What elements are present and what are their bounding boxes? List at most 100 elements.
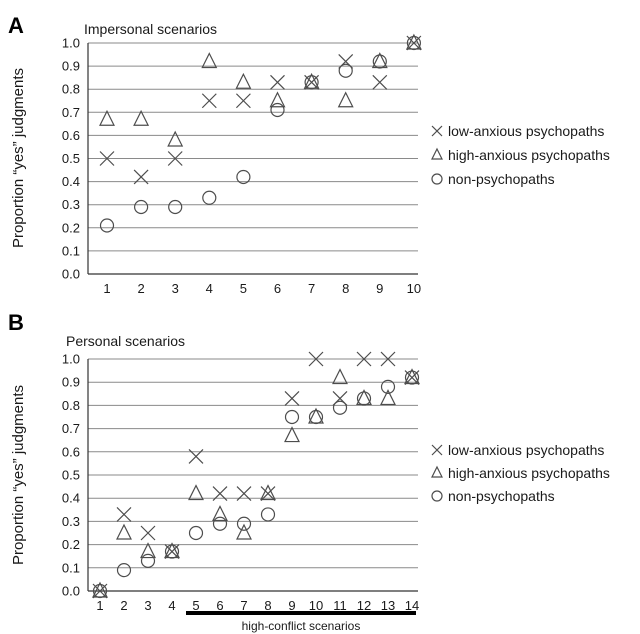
y-tick-label: 0.2: [62, 537, 80, 552]
x-tick-label: 10: [309, 598, 323, 613]
point-circle: [212, 516, 228, 531]
y-tick-label: 0.3: [62, 514, 80, 529]
x-tick-label: 6: [216, 598, 223, 613]
gridlines-b: [87, 358, 418, 592]
x-tick-label: 13: [381, 598, 395, 613]
point-circle: [236, 516, 252, 531]
y-tick-label: 0.8: [62, 82, 80, 97]
point-circle: [372, 54, 387, 69]
legend-label: low-anxious psychopaths: [448, 123, 604, 139]
y-tick-label: 0.8: [62, 398, 80, 413]
x-tick-label: 6: [274, 281, 281, 296]
point-circle: [404, 370, 420, 385]
y-axis-label-a: Proportion “yes” judgments: [10, 68, 27, 248]
x-tick-label: 5: [240, 281, 247, 296]
y-tick-label: 1.0: [62, 36, 80, 51]
data-points-a: [99, 33, 422, 233]
point-circle: [168, 199, 183, 215]
data-points-b: [92, 351, 420, 599]
y-tick-label: 0.6: [62, 444, 80, 459]
point-triangle: [380, 389, 396, 406]
legend-x-icon: [431, 444, 443, 456]
point-circle: [202, 190, 217, 205]
panel-b: B Personal scenarios Proportion “yes” ju…: [8, 310, 610, 633]
x-tick-label: 4: [206, 281, 213, 296]
legend-circle-icon: [431, 173, 443, 185]
point-circle: [140, 553, 156, 568]
x-tick-label: 1: [103, 281, 110, 296]
y-tick-label: 0.2: [62, 220, 80, 235]
x-tick-label: 12: [357, 598, 371, 613]
y-tick-label: 0.0: [62, 584, 80, 599]
legend-label: non-psychopaths: [448, 488, 555, 504]
legend-label: high-anxious psychopaths: [448, 465, 610, 481]
point-triangle: [284, 426, 300, 443]
point-x: [140, 525, 156, 541]
high-conflict-label: high-conflict scenarios: [242, 619, 361, 633]
point-triangle: [269, 91, 286, 108]
y-axis-label-b: Proportion “yes” judgments: [10, 385, 27, 565]
panel-title-a: Impersonal scenarios: [84, 21, 217, 37]
x-tick-label: 11: [333, 598, 347, 613]
point-triangle: [140, 542, 156, 559]
x-tick-label: 7: [308, 281, 315, 296]
point-x: [260, 486, 276, 501]
y-tick-label: 0.9: [62, 59, 80, 74]
legend-entry: low-anxious psychopaths: [431, 123, 604, 139]
point-triangle: [332, 368, 348, 385]
point-x: [236, 486, 252, 501]
point-circle: [356, 391, 372, 406]
point-circle: [284, 409, 300, 425]
point-circle: [188, 525, 204, 541]
point-x: [356, 351, 372, 367]
y-tick-label: 1.0: [62, 352, 80, 367]
y-tick-label: 0.4: [62, 174, 80, 189]
y-tick-label: 0.1: [62, 243, 80, 258]
y-tick-label: 0.7: [62, 421, 80, 436]
y-ticks-a: 0.0 0.1 0.2 0.3 0.4 0.5 0.6 0.7 0.8 0.9 1.0: [62, 36, 80, 282]
point-x: [235, 93, 251, 109]
x-ticks-a: 1 2 3 4 5 6 7 8 9 10: [103, 281, 421, 296]
point-triangle: [133, 109, 150, 126]
legend-a: low-anxious psychopaths high-anxious psyc…: [431, 123, 610, 187]
legend-x-icon: [431, 125, 443, 137]
point-circle: [338, 63, 353, 78]
x-tick-label: 1: [96, 598, 103, 613]
point-triangle: [116, 523, 132, 540]
legend-label: low-anxious psychopaths: [448, 442, 604, 458]
point-circle: [134, 199, 149, 215]
y-ticks-b: 0.0 0.1 0.2 0.3 0.4 0.5 0.6 0.7 0.8 0.9 1.0: [62, 352, 80, 599]
legend-entry: non-psychopaths: [431, 171, 555, 187]
point-triangle: [235, 72, 252, 89]
point-circle: [92, 583, 108, 599]
legend-entry: high-anxious psychopaths: [431, 465, 610, 481]
point-x: [201, 93, 217, 109]
panel-label-a: A: [8, 13, 24, 38]
point-x: [188, 449, 204, 464]
point-x: [372, 74, 388, 90]
point-x: [133, 169, 149, 185]
legend-label: high-anxious psychopaths: [448, 147, 610, 163]
legend-circle-icon: [431, 490, 443, 502]
point-circle: [332, 400, 348, 415]
point-triangle: [337, 91, 354, 108]
point-circle: [308, 409, 324, 425]
x-tick-label: 10: [407, 281, 421, 296]
x-tick-label: 3: [172, 281, 179, 296]
point-x: [167, 151, 183, 166]
point-circle: [164, 544, 180, 559]
legend-triangle-icon: [431, 465, 443, 478]
x-tick-label: 8: [342, 281, 349, 296]
gridlines-a: [87, 42, 418, 275]
point-x: [308, 351, 324, 367]
point-circle: [304, 75, 319, 90]
point-triangle: [188, 484, 204, 501]
legend-entry: high-anxious psychopaths: [431, 147, 610, 163]
legend-label: non-psychopaths: [448, 171, 555, 187]
y-tick-label: 0.7: [62, 105, 80, 120]
y-tick-label: 0.4: [62, 491, 80, 506]
point-x: [284, 391, 300, 406]
y-tick-label: 0.3: [62, 197, 80, 212]
y-tick-label: 0.5: [62, 468, 80, 483]
